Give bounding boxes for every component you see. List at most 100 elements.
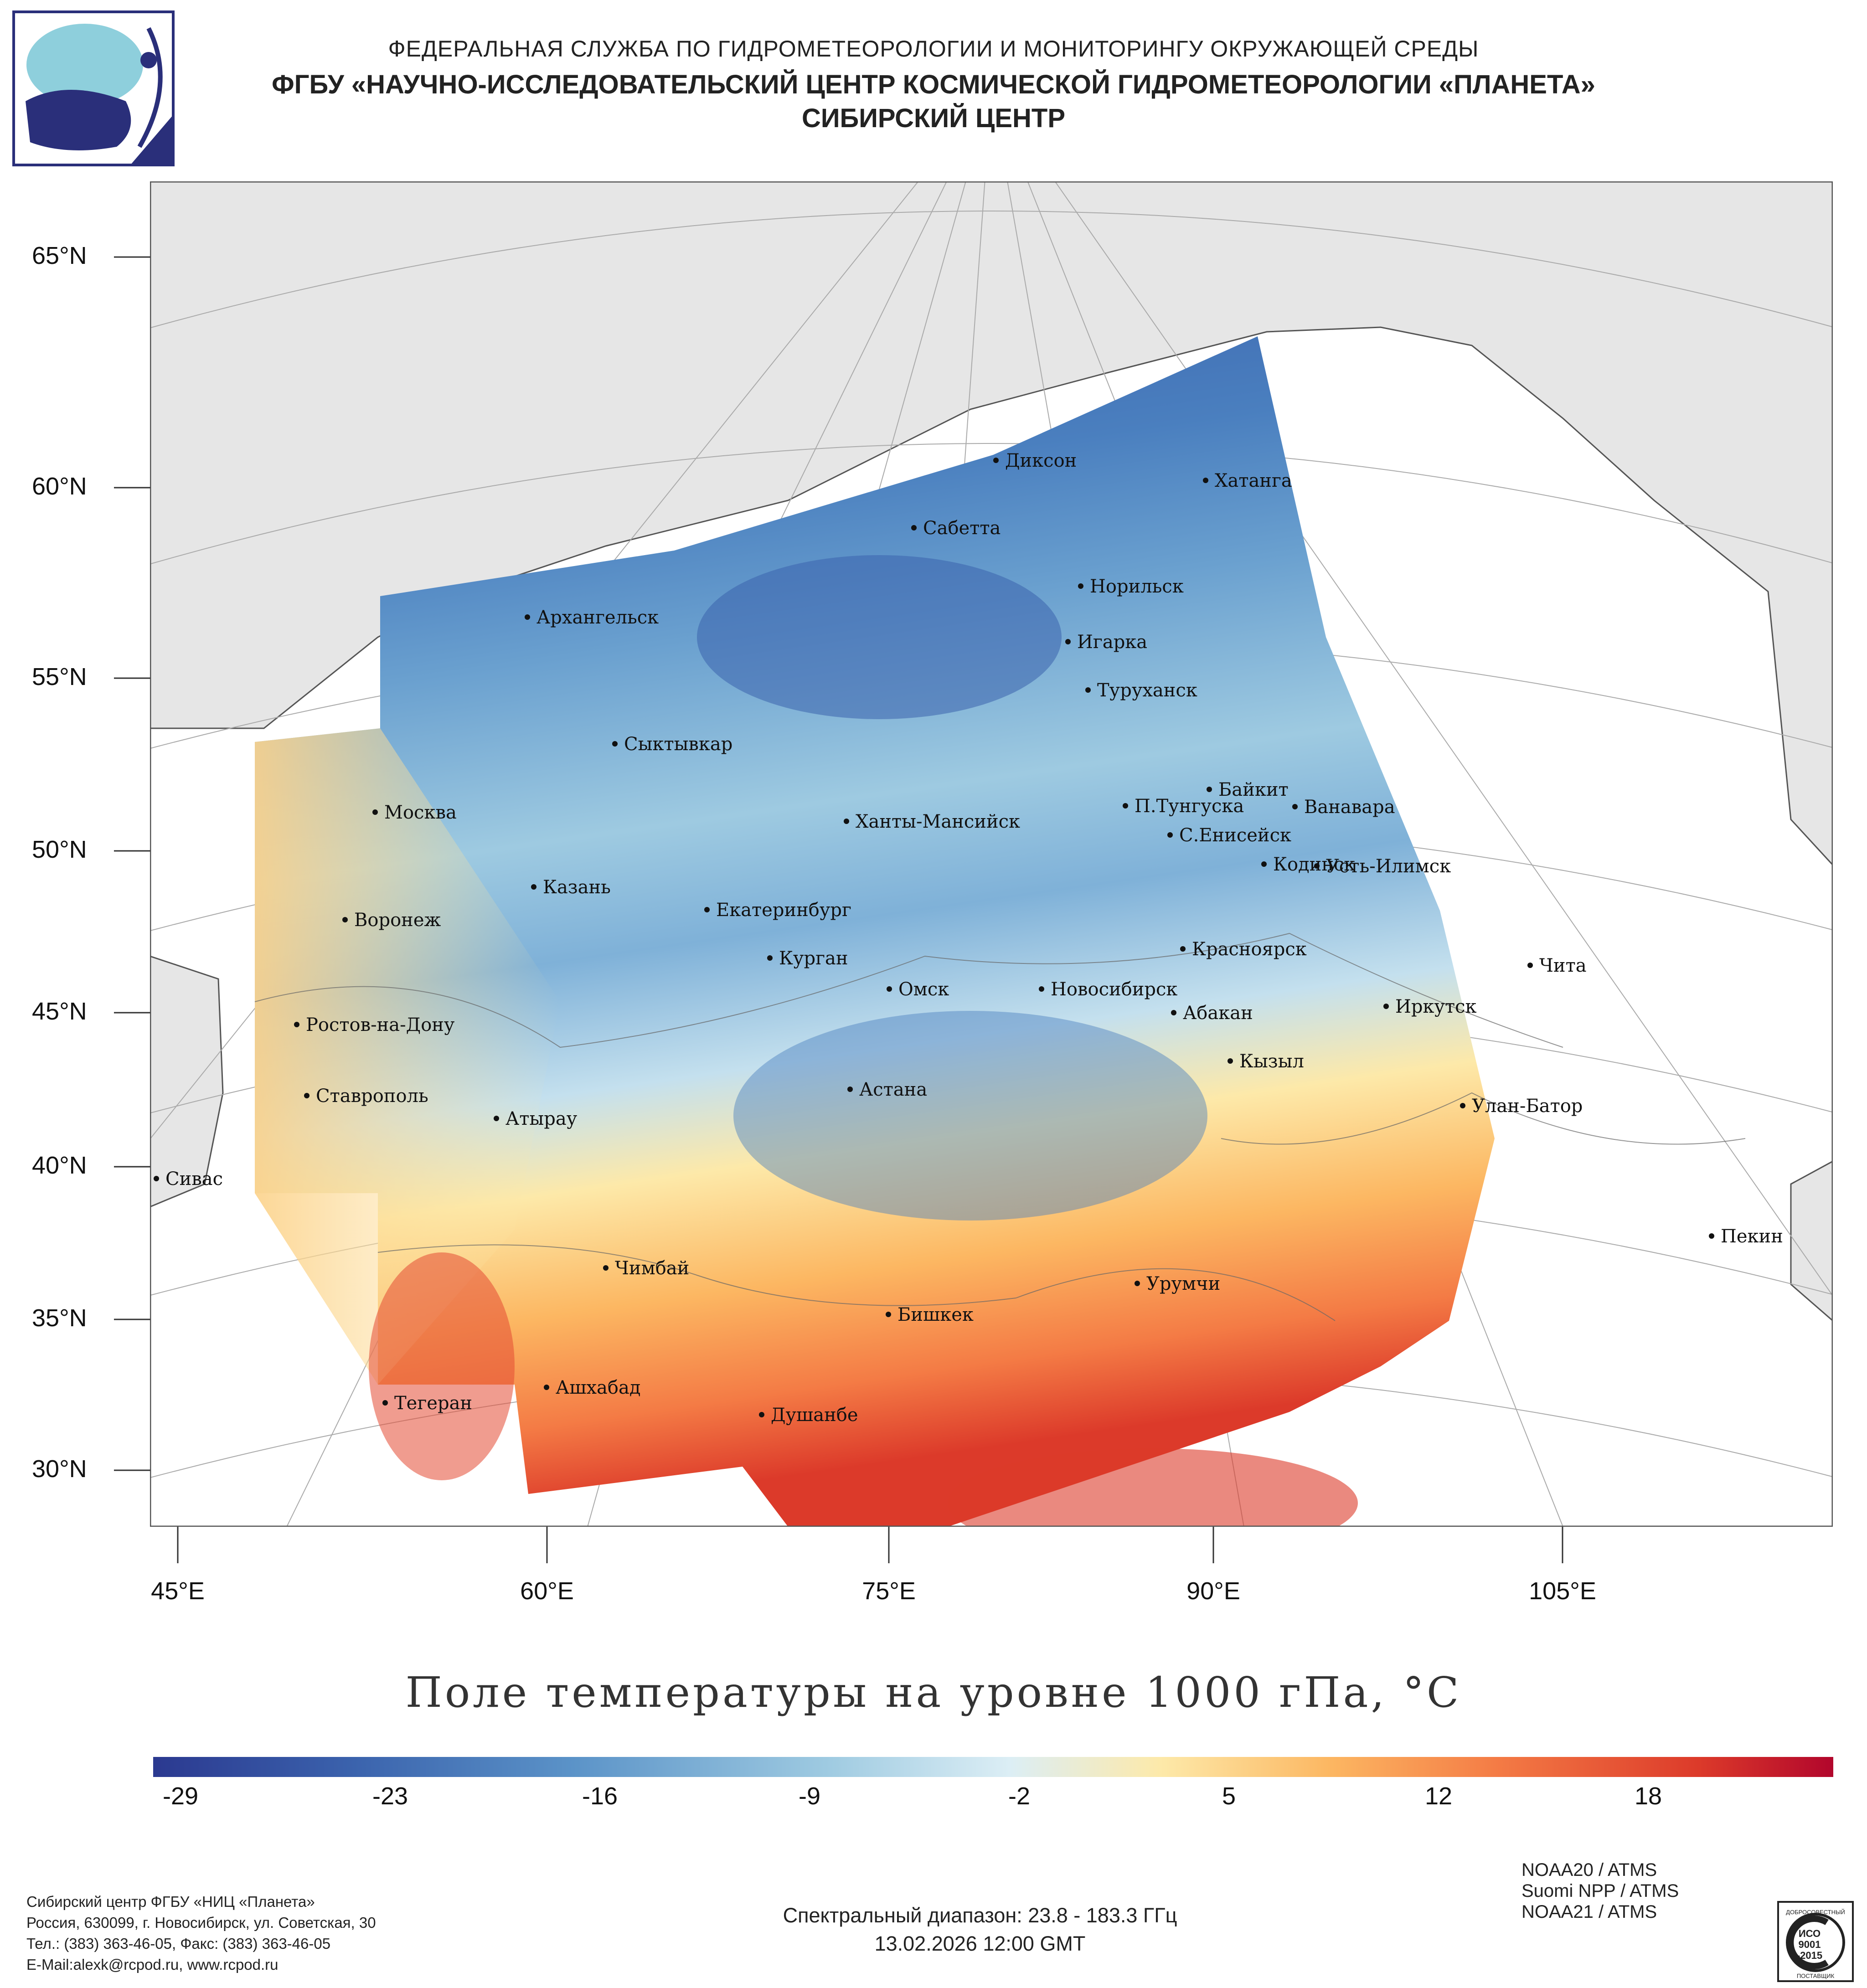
city-s-yeniseysk: С.Енисейск [1167, 825, 1291, 846]
city-chimbay: Чимбай [603, 1258, 689, 1279]
city-ulaanbaatar: Улан-Батор [1460, 1096, 1583, 1117]
city-tehran: Тегеран [382, 1393, 472, 1414]
city-irkutsk: Иркутск [1383, 996, 1477, 1017]
city-dixon: Диксон [993, 450, 1077, 471]
svg-text:П.Тунгуска: П.Тунгуска [1135, 796, 1244, 817]
svg-text:Ханты-Мансийск: Ханты-Мансийск [856, 811, 1020, 832]
city-ashgabat: Ашхабад [544, 1377, 640, 1398]
city-kodinsk: Кодинск [1261, 854, 1355, 875]
iso-bottom-text: ПОСТАВЩИК [1797, 1973, 1835, 1979]
svg-text:Улан-Батор: Улан-Батор [1472, 1096, 1583, 1117]
lat-label-60: 60°N [32, 473, 87, 500]
footer-phone: Тел.: (383) 363-46-05, Факс: (383) 363-4… [26, 1935, 331, 1952]
cbar-tick: 18 [1634, 1782, 1662, 1810]
city-sabetta: Сабетта [911, 518, 1001, 539]
svg-text:Ванавара: Ванавара [1304, 797, 1395, 818]
footer-org: Сибирский центр ФГБУ «НИЦ «Планета» [26, 1893, 315, 1910]
svg-text:Москва: Москва [384, 802, 457, 823]
iso-text: ИСО [1799, 1928, 1821, 1939]
cbar-tick: -29 [162, 1782, 199, 1810]
svg-text:Абакан: Абакан [1183, 1003, 1253, 1024]
svg-text:Атырау: Атырау [505, 1108, 578, 1129]
svg-text:Диксон: Диксон [1005, 450, 1077, 471]
colorbar [153, 1757, 1833, 1777]
city-omsk: Омск [887, 979, 949, 1000]
city-astana: Астана [847, 1079, 927, 1100]
iso-year: -2015 [1797, 1950, 1822, 1961]
svg-text:Кызыл: Кызыл [1239, 1051, 1304, 1072]
svg-text:Сабетта: Сабетта [923, 518, 1001, 539]
svg-text:Курган: Курган [779, 948, 848, 969]
cbar-tick: 5 [1222, 1782, 1236, 1810]
city-stavropol: Ставрополь [304, 1086, 428, 1107]
svg-text:Норильск: Норильск [1090, 576, 1184, 597]
svg-text:Душанбе: Душанбе [771, 1405, 858, 1426]
city-vanavara: Ванавара [1292, 797, 1395, 818]
city-kazan: Казань [531, 877, 611, 898]
city-sivas: Сивас [154, 1169, 223, 1190]
lat-label-50: 50°N [32, 836, 87, 863]
svg-text:Байкит: Байкит [1218, 779, 1289, 800]
temperature-map: Диксон Хатанга Сабетта Норильск Архангел… [150, 181, 1833, 1527]
lon-label-105: 105°E [1529, 1577, 1596, 1605]
satellite-suomi-npp: Suomi NPP / ATMS [1521, 1881, 1679, 1901]
svg-text:Архангельск: Архангельск [536, 607, 659, 628]
svg-text:С.Енисейск: С.Енисейск [1179, 825, 1291, 846]
svg-text:Бишкек: Бишкек [897, 1304, 974, 1325]
satellites: NOAA20 / ATMS Suomi NPP / ATMS NOAA21 / … [1521, 1859, 1679, 1922]
svg-text:Игарка: Игарка [1077, 632, 1147, 653]
cbar-tick: -9 [798, 1782, 820, 1810]
satellite-noaa21: NOAA21 / ATMS [1521, 1902, 1657, 1922]
city-beijing: Пекин [1709, 1226, 1783, 1247]
footer-contacts: Сибирский центр ФГБУ «НИЦ «Планета» Росс… [26, 1891, 376, 1975]
city-atyrau: Атырау [494, 1108, 578, 1129]
city-norilsk: Норильск [1078, 576, 1184, 597]
cbar-tick: -2 [1008, 1782, 1030, 1810]
svg-text:Хатанга: Хатанга [1215, 470, 1292, 491]
satellite-noaa20: NOAA20 / ATMS [1521, 1860, 1657, 1880]
svg-text:Сыктывкар: Сыктывкар [624, 734, 732, 755]
footer-info: Спектральный диапазон: 23.8 - 183.3 ГГц … [684, 1901, 1276, 1958]
city-rostov-on-don: Ростов-на-Дону [294, 1015, 455, 1035]
city-arkhangelsk: Архангельск [525, 607, 659, 628]
svg-text:Омск: Омск [898, 979, 949, 1000]
lat-label-55: 55°N [32, 663, 87, 690]
city-bishkek: Бишкек [886, 1304, 974, 1325]
city-urumqi: Урумчи [1135, 1273, 1220, 1294]
city-khanty-mansiysk: Ханты-Мансийск [844, 811, 1020, 832]
iso-badge-icon: ДОБРОСОВЕСТНЫЙ ИСО 9001 -2015 ПОСТАВЩИК [1777, 1901, 1854, 1982]
footer-address: Россия, 630099, г. Новосибирск, ул. Сове… [26, 1914, 376, 1931]
svg-text:Сивас: Сивас [165, 1169, 223, 1190]
svg-text:Тегеран: Тегеран [394, 1393, 472, 1414]
svg-text:Воронеж: Воронеж [354, 910, 441, 931]
svg-text:Кодинск: Кодинск [1273, 854, 1355, 875]
city-syktyvkar: Сыктывкар [612, 734, 732, 755]
city-baykit: Байкит [1207, 779, 1289, 800]
svg-text:Ставрополь: Ставрополь [316, 1086, 428, 1107]
svg-text:Чимбай: Чимбай [615, 1258, 689, 1279]
cbar-tick: 12 [1424, 1782, 1453, 1810]
svg-text:Пекин: Пекин [1721, 1226, 1783, 1247]
svg-text:Усть-Илимск: Усть-Илимск [1326, 856, 1451, 877]
svg-text:Екатеринбург: Екатеринбург [716, 900, 851, 921]
lat-label-35: 35°N [32, 1304, 87, 1332]
svg-text:Иркутск: Иркутск [1395, 996, 1477, 1017]
city-krasnoyarsk: Красноярск [1180, 939, 1307, 960]
city-igarka: Игарка [1065, 632, 1147, 653]
svg-text:Красноярск: Красноярск [1192, 939, 1307, 960]
lat-label-65: 65°N [32, 242, 87, 269]
lat-label-40: 40°N [32, 1152, 87, 1179]
lon-ticks [177, 1527, 1563, 1563]
svg-text:Новосибирск: Новосибирск [1051, 979, 1177, 1000]
city-chita: Чита [1527, 955, 1587, 976]
spectral-range: Спектральный диапазон: 23.8 - 183.3 ГГц [783, 1904, 1177, 1927]
city-kyzyl: Кызыл [1227, 1051, 1304, 1072]
header-agency: ФЕДЕРАЛЬНАЯ СЛУЖБА ПО ГИДРОМЕТЕОРОЛОГИИ … [388, 36, 1479, 62]
svg-text:Туруханск: Туруханск [1097, 680, 1197, 701]
svg-text:Астана: Астана [859, 1079, 927, 1100]
lon-label-45: 45°E [151, 1577, 205, 1605]
city-khatanga: Хатанга [1203, 470, 1292, 491]
city-dushanbe: Душанбе [759, 1405, 858, 1426]
footer-email: E-Mail:alexk@rcpod.ru, www.rcpod.ru [26, 1956, 279, 1973]
city-moscow: Москва [372, 802, 457, 823]
